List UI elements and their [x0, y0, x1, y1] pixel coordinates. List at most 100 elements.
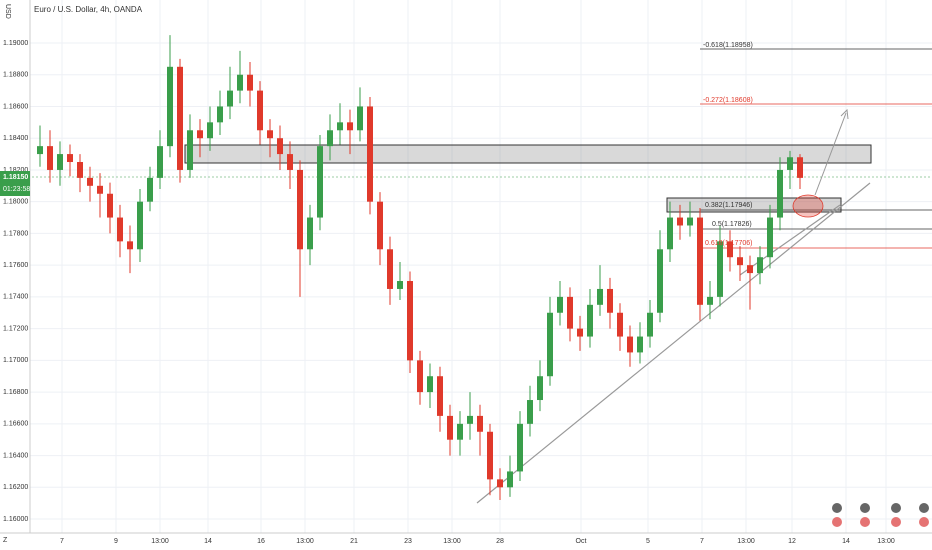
arrow — [814, 112, 847, 196]
x-tick-label: 13:00 — [443, 538, 461, 545]
candle-body — [737, 257, 743, 266]
icon[interactable] — [891, 517, 901, 527]
candle-body — [177, 66, 183, 170]
candle-body — [767, 217, 773, 258]
x-tick-label: Oct — [576, 538, 587, 545]
candle-body — [37, 146, 43, 155]
y-tick-label: 1.18400 — [3, 135, 28, 142]
icon[interactable] — [891, 503, 901, 513]
x-tick-label: 14 — [204, 538, 212, 545]
x-tick-label: 12 — [788, 538, 796, 545]
candle-body — [527, 400, 533, 424]
candle-body — [587, 304, 593, 337]
candle-body — [287, 154, 293, 170]
y-tick-label: 1.17000 — [3, 357, 28, 364]
candle-body — [207, 122, 213, 139]
candle-body — [257, 90, 263, 131]
candle-body — [607, 288, 613, 313]
candle-body — [357, 106, 363, 131]
candle-body — [117, 217, 123, 242]
candle-body — [347, 122, 353, 131]
icon[interactable] — [919, 517, 929, 527]
candle-body — [777, 169, 783, 218]
x-tick-label: 21 — [350, 538, 358, 545]
y-axis-unit: USD — [4, 4, 11, 19]
candle-body — [197, 130, 203, 139]
x-tick-label: 7 — [60, 538, 64, 545]
candle-body — [617, 312, 623, 337]
fib-label: 0.618(1.17706) — [705, 240, 752, 247]
candle-body — [467, 415, 473, 424]
candle-body — [297, 169, 303, 250]
candle-body — [537, 376, 543, 401]
candle-body — [97, 185, 103, 194]
candle-body — [677, 217, 683, 226]
candle-body — [127, 241, 133, 250]
x-tick-label: 13:00 — [151, 538, 169, 545]
candle-body — [727, 241, 733, 258]
toolbar-icons[interactable] — [832, 503, 929, 527]
countdown: 01:23:58 — [3, 186, 30, 193]
candle-body — [367, 106, 373, 202]
x-tick-label: 23 — [404, 538, 412, 545]
y-tick-label: 1.18600 — [3, 103, 28, 110]
candle-body — [547, 312, 553, 377]
candle-body — [277, 138, 283, 155]
x-tick-label: 13:00 — [296, 538, 314, 545]
axis-badge: Z — [3, 537, 8, 544]
candle-body — [487, 431, 493, 480]
icon[interactable] — [919, 503, 929, 513]
candle-body — [147, 177, 153, 202]
highlight — [792, 194, 824, 218]
candle-body — [687, 217, 693, 226]
arrow-head — [840, 108, 849, 120]
fib-label: 0.382(1.17946) — [705, 202, 752, 209]
y-tick-label: 1.16800 — [3, 389, 28, 396]
candle-body — [497, 479, 503, 488]
y-tick-label: 1.17400 — [3, 294, 28, 301]
y-tick-label: 1.17200 — [3, 325, 28, 332]
y-tick-label: 1.16400 — [3, 452, 28, 459]
x-tick-label: 7 — [700, 538, 704, 545]
candle-body — [647, 312, 653, 337]
icon[interactable] — [832, 517, 842, 527]
icon[interactable] — [860, 503, 870, 513]
candle-body — [797, 157, 803, 178]
candle-body — [757, 257, 763, 274]
candle-body — [157, 146, 163, 178]
candle-body — [237, 74, 243, 91]
candle-body — [377, 201, 383, 250]
fib-label: -0.618(1.18958) — [703, 42, 753, 49]
candle-body — [307, 217, 313, 250]
candle-body — [267, 130, 273, 139]
candle-body — [387, 249, 393, 289]
y-tick-label: 1.17600 — [3, 262, 28, 269]
candle-body — [667, 217, 673, 250]
candles — [37, 35, 803, 500]
candle-body — [247, 74, 253, 91]
candle-body — [717, 241, 723, 297]
x-tick-label: 28 — [496, 538, 504, 545]
candle-body — [637, 336, 643, 353]
y-tick-label: 1.18800 — [3, 72, 28, 79]
candle-body — [627, 336, 633, 353]
x-tick-label: 13:00 — [737, 538, 755, 545]
candle-body — [47, 146, 53, 170]
y-tick-label: 1.18200 — [3, 167, 28, 174]
icon[interactable] — [860, 517, 870, 527]
fib-label: -0.272(1.18608) — [703, 97, 753, 104]
y-tick-label: 1.18000 — [3, 199, 28, 206]
candle-body — [77, 162, 83, 178]
candle-body — [317, 146, 323, 218]
icon[interactable] — [832, 503, 842, 513]
candle-body — [567, 296, 573, 329]
candle-body — [187, 130, 193, 170]
fib-label: 0.5(1.17826) — [712, 221, 752, 228]
candle-body — [597, 288, 603, 305]
candle-body — [327, 130, 333, 147]
y-tick-label: 1.19000 — [3, 40, 28, 47]
candle-body — [217, 106, 223, 123]
candle-body — [557, 296, 563, 313]
